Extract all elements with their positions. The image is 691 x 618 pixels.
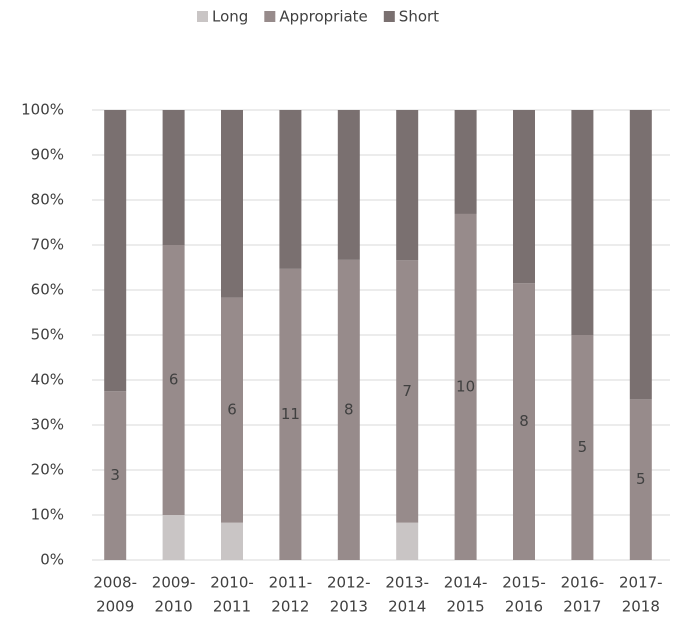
bar-segment — [279, 110, 302, 269]
bar-segment — [571, 335, 594, 560]
x-tick-label: 2013- — [385, 574, 429, 592]
bar-segment — [454, 110, 477, 214]
data-label: 11 — [281, 405, 300, 423]
bar-segment — [513, 110, 535, 284]
data-label: 6 — [227, 401, 237, 419]
x-tick-label: 2009- — [152, 574, 196, 592]
x-tick-label: 2015- — [502, 574, 546, 592]
data-label: 8 — [519, 412, 529, 430]
y-tick-label: 60% — [31, 281, 64, 299]
x-tick-label: 2012 — [271, 598, 309, 616]
x-tick-label: 2012- — [327, 574, 371, 592]
bar-segment — [337, 110, 360, 260]
bar-segment — [454, 213, 477, 560]
y-tick-label: 80% — [31, 191, 64, 209]
x-tick-label: 2017 — [563, 598, 601, 616]
x-tick-label: 2018 — [622, 598, 660, 616]
x-tick-label: 2010- — [210, 574, 254, 592]
y-tick-label: 40% — [31, 371, 64, 389]
y-tick-label: 100% — [21, 101, 64, 119]
x-tick-label: 2016 — [505, 598, 543, 616]
data-label: 6 — [169, 371, 179, 389]
x-tick-label: 2017- — [619, 574, 663, 592]
x-tick-label: 2013 — [330, 598, 368, 616]
bar-segment — [221, 522, 243, 560]
y-tick-label: 30% — [31, 416, 64, 434]
legend-swatch — [197, 11, 208, 22]
bar-segment — [162, 110, 185, 245]
bar-segment — [337, 259, 360, 560]
data-label: 8 — [344, 400, 354, 418]
legend-swatch — [264, 11, 276, 22]
bar-segment — [221, 110, 243, 298]
x-tick-label: 2009 — [96, 598, 134, 616]
bar-segment — [221, 297, 243, 523]
legend-label: Appropriate — [279, 8, 367, 26]
x-tick-label: 2014 — [388, 598, 426, 616]
bar-segment — [571, 110, 594, 335]
y-tick-label: 90% — [31, 146, 64, 164]
data-label: 5 — [578, 438, 588, 456]
bar-segment — [396, 260, 419, 523]
x-tick-label: 2011- — [269, 574, 313, 592]
bar-segment — [513, 283, 535, 560]
x-tick-label: 2016- — [561, 574, 605, 592]
bar-segment — [629, 110, 652, 400]
bar-segment — [279, 268, 302, 560]
x-tick-label: 2014- — [444, 574, 488, 592]
x-tick-label: 2015 — [447, 598, 485, 616]
bar-segment — [162, 245, 185, 515]
bar-segment — [104, 110, 127, 392]
y-tick-label: 0% — [40, 551, 64, 569]
data-label: 5 — [636, 470, 646, 488]
y-tick-label: 50% — [31, 326, 64, 344]
x-tick-label: 2011 — [213, 598, 251, 616]
bar-segment — [396, 110, 419, 261]
legend-label: Short — [399, 8, 439, 26]
x-tick-label: 2008- — [93, 574, 137, 592]
legend-label: Long — [212, 8, 248, 26]
y-tick-label: 70% — [31, 236, 64, 254]
legend-swatch — [383, 11, 395, 22]
data-label: 3 — [110, 466, 120, 484]
bar-segment — [396, 522, 419, 560]
y-tick-label: 10% — [31, 506, 64, 524]
bar-segment — [629, 399, 652, 560]
y-tick-label: 20% — [31, 461, 64, 479]
bar-segment — [104, 391, 127, 560]
data-label: 7 — [402, 382, 412, 400]
data-label: 10 — [456, 377, 475, 395]
bar-segment — [162, 515, 185, 560]
x-tick-label: 2010 — [155, 598, 193, 616]
